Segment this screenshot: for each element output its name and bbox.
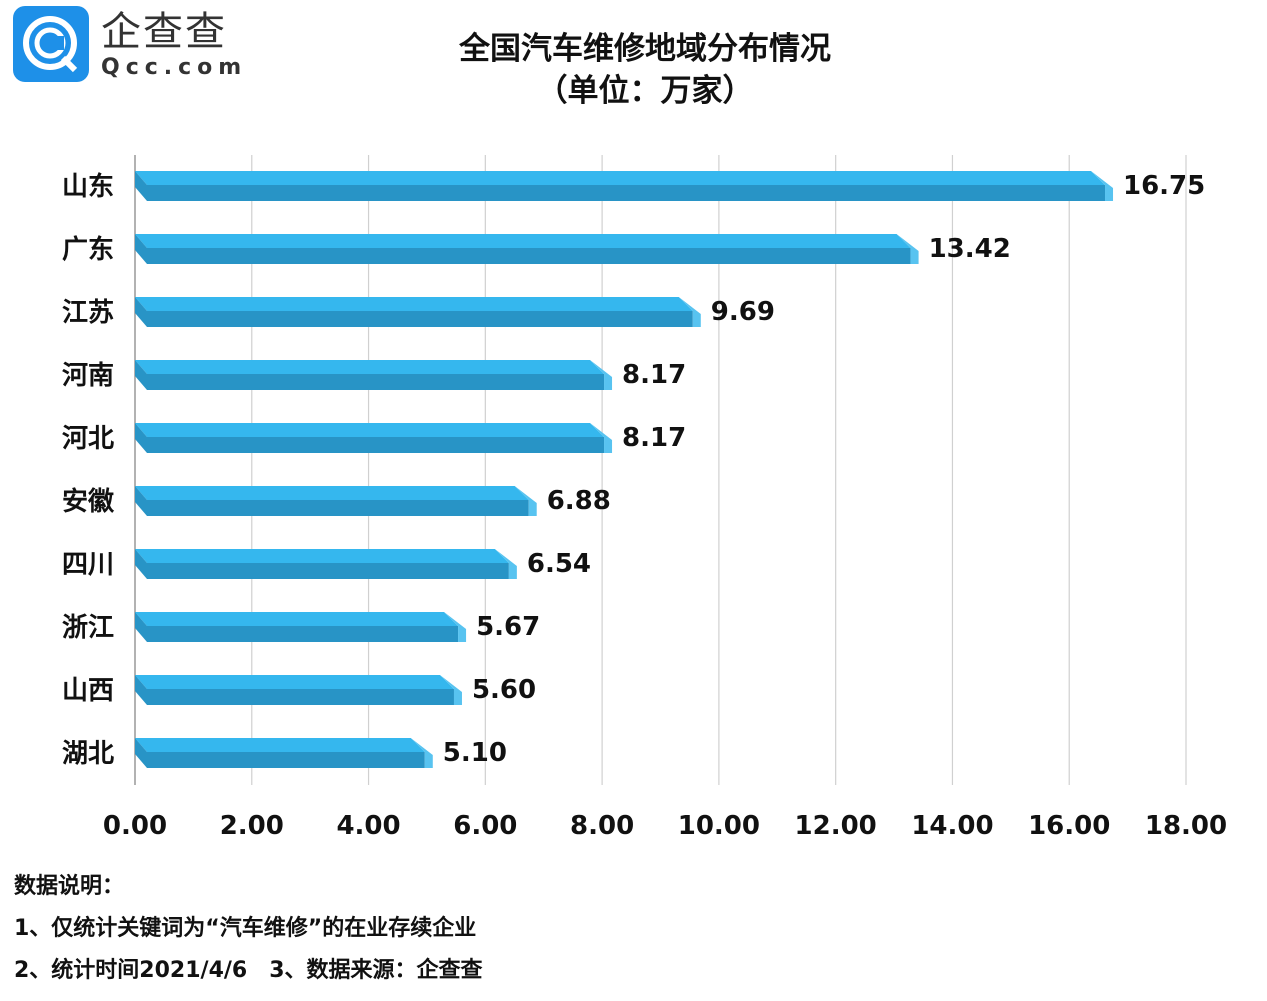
category-label: 山东 — [62, 171, 114, 202]
bar-top-face — [135, 234, 911, 248]
bar-end-face — [444, 612, 467, 642]
bar — [135, 738, 433, 768]
bar — [135, 297, 701, 327]
bar — [135, 234, 919, 264]
bar — [135, 612, 467, 642]
category-label: 河南 — [62, 361, 114, 391]
bar-front-face — [147, 689, 454, 705]
category-label: 江苏 — [62, 298, 114, 328]
bar-end-face — [1091, 171, 1114, 201]
bar — [135, 360, 613, 390]
qcc-logo-icon — [13, 6, 89, 82]
data-label: 5.60 — [472, 675, 536, 705]
bar — [135, 675, 462, 705]
logo-en: Qcc.com — [101, 54, 248, 80]
bar-end-face — [439, 675, 462, 705]
qcc-logo: 企查查 Qcc.com — [13, 6, 247, 82]
subtitle-text: （单位：万家） — [536, 73, 754, 109]
bar-end-face — [896, 234, 919, 264]
data-label: 5.10 — [443, 738, 507, 768]
bar-left-face — [135, 738, 147, 768]
bar-end-face — [410, 738, 433, 768]
bar-left-face — [135, 234, 147, 264]
bar-top-face — [135, 423, 605, 437]
x-tick-label: 4.00 — [336, 811, 400, 841]
bar — [135, 549, 517, 579]
category-label: 湖北 — [62, 739, 114, 769]
data-label: 13.42 — [929, 234, 1011, 264]
x-tick-label: 18.00 — [1145, 811, 1227, 841]
bar-top-face — [135, 171, 1106, 185]
bar-left-face — [135, 171, 147, 201]
bar-front-face — [147, 311, 693, 327]
bar-end-face — [590, 423, 613, 453]
notes: 数据说明： 1、仅统计关键词为“汽车维修”的在业存续企业 2、统计时间2021/… — [14, 866, 483, 992]
bar-left-face — [135, 486, 147, 516]
bar-end-face — [678, 297, 701, 327]
logo-cn: 企查查 — [101, 8, 227, 55]
notes-line1: 1、仅统计关键词为“汽车维修”的在业存续企业 — [14, 916, 477, 941]
bar-left-face — [135, 549, 147, 579]
bar-front-face — [147, 248, 911, 264]
bar-front-face — [147, 185, 1106, 201]
bar-end-face — [590, 360, 613, 390]
bar-front-face — [147, 752, 425, 768]
bar-front-face — [147, 563, 509, 579]
notes-heading: 数据说明： — [14, 874, 125, 899]
bar-front-face — [147, 500, 529, 516]
bar-top-face — [135, 486, 529, 500]
bar — [135, 486, 537, 516]
bar-left-face — [135, 423, 147, 453]
data-label: 6.88 — [547, 486, 611, 516]
x-tick-label: 10.00 — [678, 811, 760, 841]
title-text: 全国汽车维修地域分布情况 — [459, 31, 831, 67]
bar-top-face — [135, 360, 605, 374]
bar-top-face — [135, 675, 454, 689]
data-label: 5.67 — [476, 612, 540, 642]
data-label: 8.17 — [622, 360, 686, 390]
data-label: 6.54 — [527, 549, 591, 579]
category-label: 河北 — [62, 424, 114, 454]
bar-left-face — [135, 297, 147, 327]
category-label: 山西 — [62, 676, 114, 706]
category-label: 安徽 — [62, 487, 115, 517]
bar — [135, 423, 613, 453]
bar-top-face — [135, 738, 425, 752]
category-label: 四川 — [62, 550, 114, 580]
x-tick-label: 12.00 — [795, 811, 877, 841]
bar-front-face — [147, 437, 605, 453]
bar-left-face — [135, 360, 147, 390]
bar-left-face — [135, 675, 147, 705]
bar-end-face — [514, 486, 537, 516]
bar-end-face — [494, 549, 517, 579]
bar-top-face — [135, 297, 693, 311]
x-tick-label: 2.00 — [220, 811, 284, 841]
x-tick-label: 8.00 — [570, 811, 634, 841]
x-tick-label: 16.00 — [1028, 811, 1110, 841]
x-tick-label: 6.00 — [453, 811, 517, 841]
bar-left-face — [135, 612, 147, 642]
bar-top-face — [135, 612, 459, 626]
x-tick-label: 0.00 — [103, 811, 167, 841]
bar-front-face — [147, 626, 459, 642]
notes-line2: 2、统计时间2021/4/6 3、数据来源：企查查 — [14, 958, 483, 983]
x-tick-label: 14.00 — [911, 811, 993, 841]
chart-title: 全国汽车维修地域分布情况 （单位：万家） — [0, 28, 1267, 112]
data-label: 9.69 — [711, 297, 775, 327]
data-label: 16.75 — [1123, 171, 1205, 201]
category-label: 浙江 — [62, 613, 114, 643]
bar — [135, 171, 1114, 201]
bar-top-face — [135, 549, 509, 563]
category-label: 广东 — [62, 234, 114, 265]
bar-front-face — [147, 374, 605, 390]
data-label: 8.17 — [622, 423, 686, 453]
